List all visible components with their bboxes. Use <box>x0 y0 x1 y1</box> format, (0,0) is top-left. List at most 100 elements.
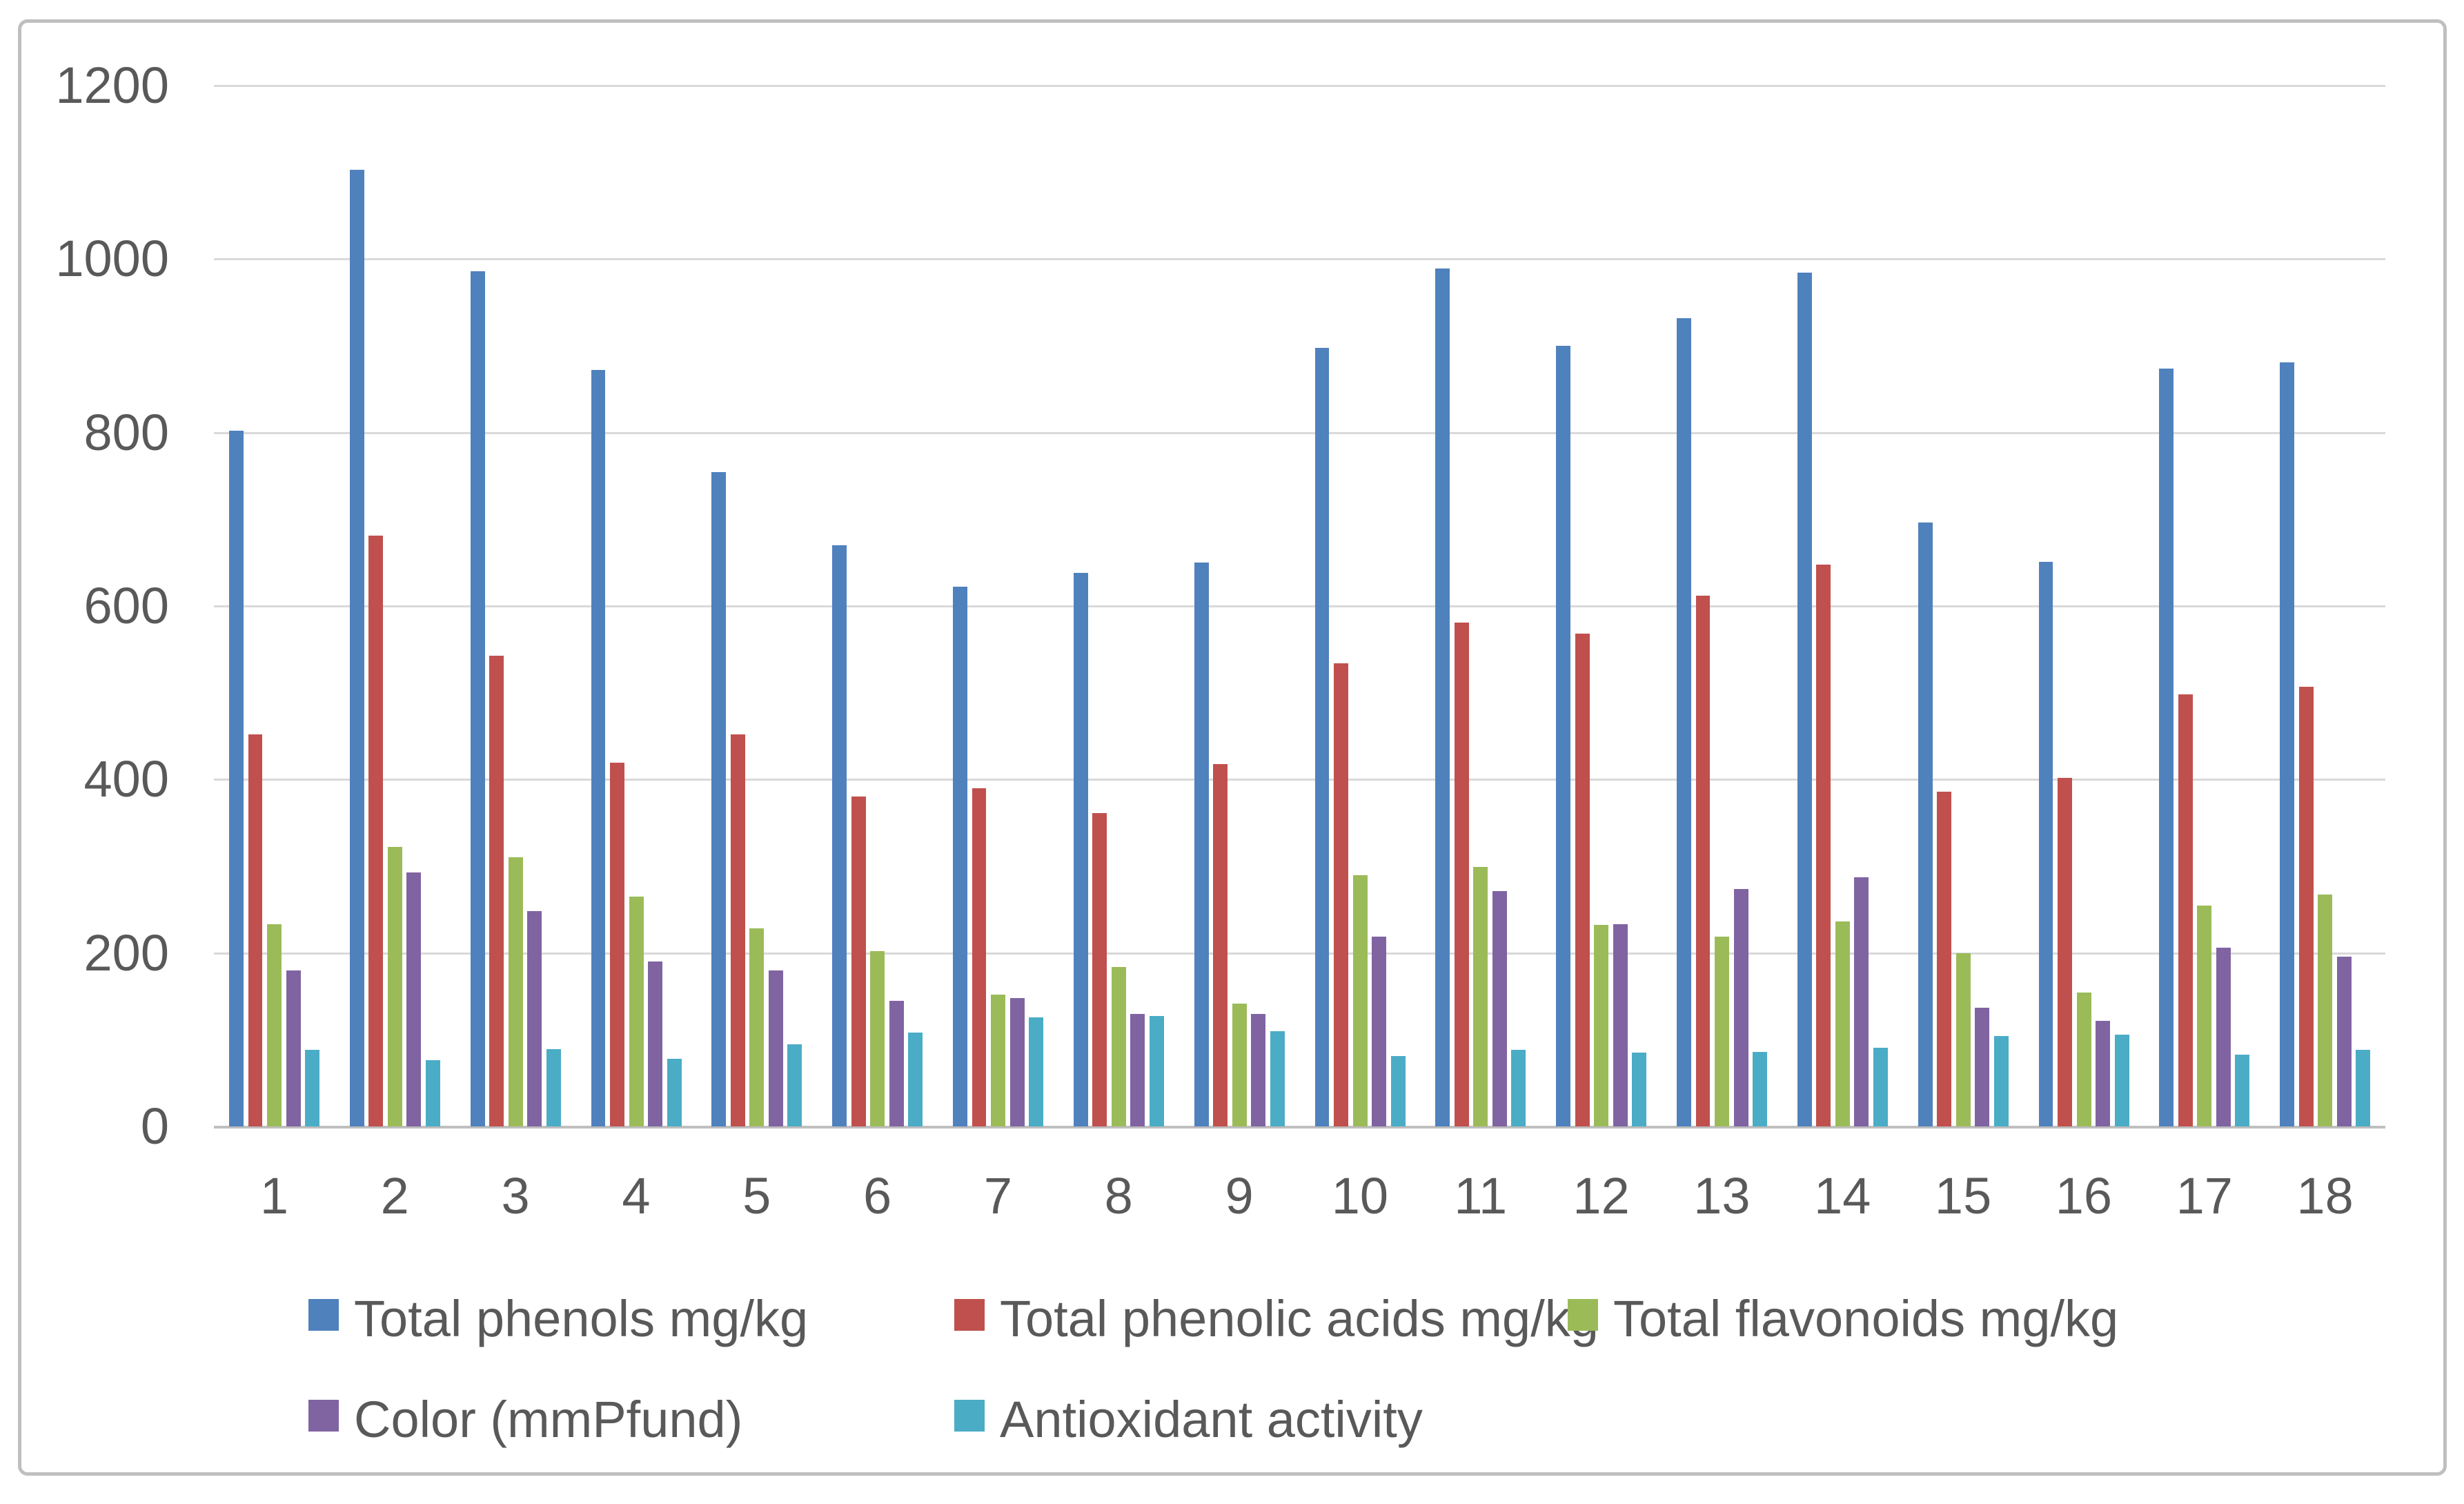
bar-color-mmpfund-cat-15 <box>1975 1007 1990 1126</box>
bar-antioxidant-activity-cat-4 <box>667 1058 682 1126</box>
x-tick-label-4: 4 <box>622 1167 651 1224</box>
bar-total-phenols-mg-kg-cat-3 <box>470 271 485 1126</box>
bar-color-mmpfund-cat-11 <box>1492 891 1507 1126</box>
y-tick-label-1000: 1000 <box>55 230 169 288</box>
bar-total-phenolic-acids-mg-kg-cat-10 <box>1334 663 1348 1126</box>
bar-total-phenolic-acids-mg-kg-cat-3 <box>489 655 504 1126</box>
legend-swatch-icon <box>954 1400 985 1432</box>
bar-total-phenols-mg-kg-cat-4 <box>591 370 606 1126</box>
bar-total-flavonoids-mg-kg-cat-13 <box>1715 936 1729 1126</box>
bar-antioxidant-activity-cat-13 <box>1753 1051 1767 1126</box>
bar-total-phenols-mg-kg-cat-9 <box>1194 563 1209 1126</box>
legend-label: Total phenolic acids mg/kg <box>1000 1290 1599 1347</box>
x-tick-label-1: 1 <box>259 1167 288 1224</box>
gridline-800 <box>214 431 2385 434</box>
bar-total-flavonoids-mg-kg-cat-2 <box>387 847 402 1126</box>
bar-total-phenols-mg-kg-cat-2 <box>349 169 364 1126</box>
y-tick-label-800: 800 <box>83 403 169 461</box>
bar-total-phenols-mg-kg-cat-6 <box>832 545 847 1126</box>
bar-total-flavonoids-mg-kg-cat-5 <box>749 928 765 1126</box>
y-tick-label-600: 600 <box>83 577 169 634</box>
bar-total-phenols-mg-kg-cat-17 <box>2159 368 2174 1126</box>
bar-total-phenolic-acids-mg-kg-cat-11 <box>1454 622 1469 1126</box>
bar-total-phenolic-acids-mg-kg-cat-18 <box>2298 686 2314 1126</box>
y-tick-label-400: 400 <box>83 750 169 808</box>
bar-total-phenolic-acids-mg-kg-cat-7 <box>972 788 987 1126</box>
bar-antioxidant-activity-cat-9 <box>1270 1031 1285 1126</box>
x-tick-label-12: 12 <box>1573 1167 1630 1224</box>
bar-antioxidant-activity-cat-6 <box>908 1033 923 1126</box>
bar-color-mmpfund-cat-4 <box>648 961 662 1126</box>
bar-total-phenols-mg-kg-cat-5 <box>711 472 727 1126</box>
bar-color-mmpfund-cat-18 <box>2336 956 2352 1126</box>
bar-total-flavonoids-mg-kg-cat-1 <box>267 924 282 1126</box>
bar-color-mmpfund-cat-7 <box>1009 998 1025 1126</box>
bar-antioxidant-activity-cat-14 <box>1873 1047 1888 1126</box>
bar-total-phenols-mg-kg-cat-16 <box>2038 561 2053 1126</box>
x-tick-label-13: 13 <box>1693 1167 1751 1224</box>
x-tick-label-3: 3 <box>501 1167 530 1224</box>
legend-label: Total flavonoids mg/kg <box>1613 1290 2119 1347</box>
legend-label: Color (mmPfund) <box>354 1391 743 1448</box>
bar-antioxidant-activity-cat-18 <box>2356 1050 2371 1126</box>
bar-antioxidant-activity-cat-3 <box>546 1049 561 1126</box>
bar-total-phenolic-acids-mg-kg-cat-6 <box>851 797 866 1126</box>
gridline-1000 <box>214 258 2385 261</box>
bar-antioxidant-activity-cat-12 <box>1632 1053 1647 1126</box>
bar-total-flavonoids-mg-kg-cat-10 <box>1352 875 1368 1126</box>
bar-total-phenolic-acids-mg-kg-cat-8 <box>1092 813 1107 1126</box>
bar-color-mmpfund-cat-6 <box>889 1000 904 1126</box>
x-tick-label-15: 15 <box>1934 1167 1992 1224</box>
bar-total-phenolic-acids-mg-kg-cat-2 <box>368 536 384 1126</box>
bar-total-phenols-mg-kg-cat-1 <box>229 431 244 1126</box>
bar-color-mmpfund-cat-2 <box>406 872 422 1126</box>
bar-color-mmpfund-cat-13 <box>1733 888 1748 1126</box>
bar-total-phenols-mg-kg-cat-10 <box>1314 347 1330 1126</box>
gridline-600 <box>214 605 2385 607</box>
bar-total-flavonoids-mg-kg-cat-14 <box>1835 921 1850 1126</box>
x-tick-label-5: 5 <box>742 1167 771 1224</box>
bar-total-phenols-mg-kg-cat-7 <box>953 587 967 1126</box>
bar-total-phenols-mg-kg-cat-13 <box>1677 318 1691 1126</box>
bar-total-flavonoids-mg-kg-cat-8 <box>1111 966 1126 1126</box>
x-tick-label-8: 8 <box>1104 1167 1133 1224</box>
x-tick-label-7: 7 <box>983 1167 1012 1224</box>
bar-antioxidant-activity-cat-16 <box>2114 1034 2129 1126</box>
bar-antioxidant-activity-cat-10 <box>1390 1056 1406 1126</box>
plot-area <box>214 85 2385 1129</box>
bar-total-flavonoids-mg-kg-cat-7 <box>991 994 1005 1126</box>
x-tick-label-14: 14 <box>1814 1167 1871 1224</box>
bar-color-mmpfund-cat-14 <box>1854 877 1869 1126</box>
bar-color-mmpfund-cat-10 <box>1372 936 1386 1126</box>
x-axis-line <box>214 1126 2385 1129</box>
bar-total-phenolic-acids-mg-kg-cat-1 <box>248 734 263 1126</box>
bar-total-phenolic-acids-mg-kg-cat-4 <box>610 763 624 1126</box>
bar-antioxidant-activity-cat-8 <box>1149 1016 1164 1126</box>
bar-total-phenolic-acids-mg-kg-cat-9 <box>1213 763 1228 1126</box>
bar-total-flavonoids-mg-kg-cat-4 <box>629 896 644 1126</box>
bar-total-flavonoids-mg-kg-cat-15 <box>1955 953 1971 1126</box>
x-tick-label-2: 2 <box>380 1167 409 1224</box>
bar-total-phenolic-acids-mg-kg-cat-12 <box>1575 634 1590 1126</box>
bar-total-phenols-mg-kg-cat-15 <box>1918 523 1933 1126</box>
bar-total-phenols-mg-kg-cat-8 <box>1073 573 1088 1126</box>
bar-color-mmpfund-cat-12 <box>1613 924 1628 1126</box>
bar-total-phenols-mg-kg-cat-11 <box>1435 268 1450 1126</box>
bar-antioxidant-activity-cat-5 <box>787 1044 802 1126</box>
bar-total-phenolic-acids-mg-kg-cat-17 <box>2178 694 2193 1126</box>
bar-color-mmpfund-cat-1 <box>286 970 301 1126</box>
legend-swatch-icon <box>308 1299 339 1331</box>
bar-total-flavonoids-mg-kg-cat-3 <box>508 857 523 1126</box>
gridline-400 <box>214 779 2385 781</box>
bar-antioxidant-activity-cat-2 <box>425 1060 440 1126</box>
bar-total-phenols-mg-kg-cat-14 <box>1797 273 1812 1126</box>
x-tick-label-17: 17 <box>2176 1167 2233 1224</box>
bar-color-mmpfund-cat-5 <box>768 970 783 1126</box>
gridline-200 <box>214 952 2385 955</box>
bar-total-flavonoids-mg-kg-cat-17 <box>2197 905 2212 1126</box>
bar-total-phenolic-acids-mg-kg-cat-15 <box>1937 791 1952 1126</box>
bar-color-mmpfund-cat-17 <box>2216 948 2231 1126</box>
legend-label: Antioxidant activity <box>1000 1391 1423 1448</box>
bar-total-phenolic-acids-mg-kg-cat-16 <box>2058 777 2072 1126</box>
y-tick-label-1200: 1200 <box>55 57 169 114</box>
